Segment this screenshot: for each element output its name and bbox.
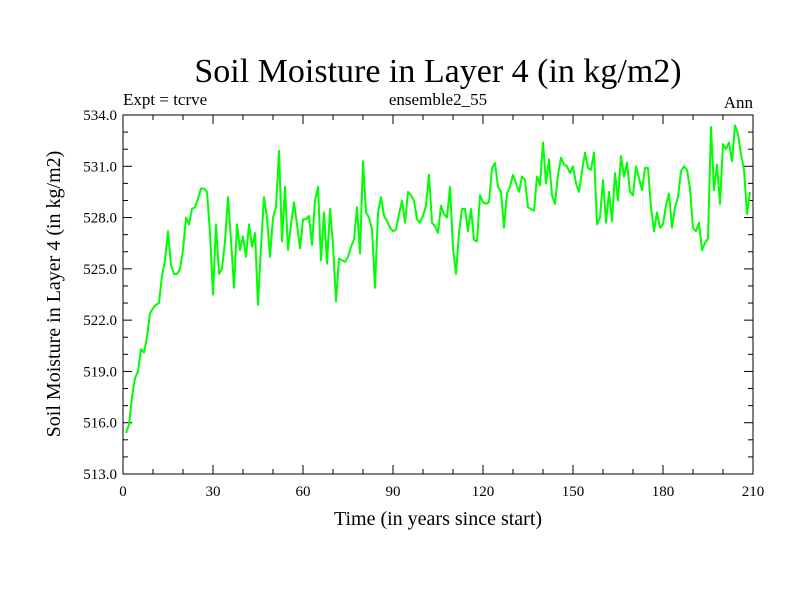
- x-axis-label: Time (in years since start): [334, 508, 542, 530]
- x-tick-label: 0: [119, 484, 127, 500]
- chart-title: Soil Moisture in Layer 4 (in kg/m2): [194, 53, 681, 90]
- x-tick-label: 60: [296, 484, 311, 500]
- x-tick-label: 90: [386, 484, 401, 500]
- series-layer: [125, 124, 751, 434]
- plot-frame: [122, 114, 754, 475]
- x-tick-label: 120: [472, 484, 495, 500]
- x-tick-label: 180: [652, 484, 675, 500]
- series-line: [125, 124, 751, 434]
- y-tick-label: 525.0: [83, 262, 117, 278]
- x-tick-label: 150: [562, 484, 585, 500]
- y-tick-label: 519.0: [83, 364, 117, 380]
- y-tick-label: 516.0: [83, 416, 117, 432]
- y-tick-label: 513.0: [83, 467, 117, 483]
- y-tick-label: 522.0: [83, 313, 117, 329]
- y-tick-label: 528.0: [83, 211, 117, 227]
- y-tick-label: 531.0: [83, 159, 117, 175]
- y-axis-label: Soil Moisture in Layer 4 (in kg/m2): [43, 151, 65, 438]
- y-tick-label: 534.0: [83, 108, 117, 124]
- period-label: Ann: [724, 93, 754, 112]
- ensemble-label: ensemble2_55: [389, 90, 487, 109]
- x-tick-label: 30: [206, 484, 221, 500]
- axis-ticks: 0 30 60 90 120 150 180 210 513.0 516.0 519.0 522.0 5…: [83, 108, 764, 500]
- experiment-label: Expt = tcrve: [123, 90, 207, 109]
- x-tick-label: 210: [742, 484, 765, 500]
